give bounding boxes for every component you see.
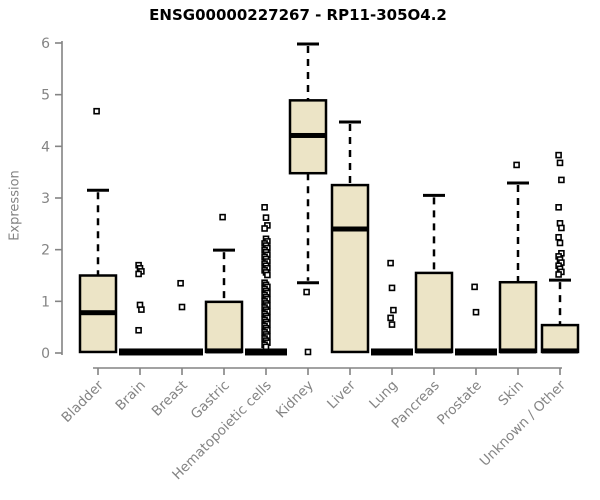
outlier-point — [471, 283, 478, 291]
outlier-point — [556, 239, 564, 247]
outlier-point — [138, 306, 145, 313]
median-line — [416, 348, 452, 354]
outlier-point — [261, 225, 268, 232]
outlier-point — [135, 326, 142, 334]
x-tick-label: Brain — [112, 378, 148, 414]
y-tick-label: 4 — [41, 139, 50, 155]
box-pancreas — [414, 271, 454, 354]
outlier-point — [387, 259, 394, 267]
chart-title: ENSG00000227267 - RP11-305O4.2 — [149, 6, 447, 24]
outlier-point — [135, 270, 142, 278]
median-line — [80, 310, 116, 316]
collapsed-box-hematopoietic-cells — [245, 348, 287, 356]
y-tick-label: 2 — [41, 243, 50, 259]
outlier-point — [264, 271, 271, 279]
y-tick-label: 1 — [41, 294, 50, 310]
outlier-point — [472, 308, 480, 316]
outlier-point — [261, 204, 268, 211]
collapsed-box-lung — [371, 348, 413, 356]
median-line — [290, 132, 326, 138]
outlier-point — [304, 348, 312, 356]
collapsed-box-breast — [161, 348, 203, 356]
x-tick-label: Liver — [324, 377, 359, 412]
x-tick-label: Lung — [366, 378, 401, 413]
outlier-point — [262, 214, 270, 221]
outlier-point — [555, 204, 562, 211]
y-tick-label: 0 — [41, 346, 50, 362]
median-line — [500, 348, 536, 354]
median-line — [206, 348, 242, 354]
outlier-point — [388, 321, 396, 328]
outlier-point — [262, 343, 270, 351]
outlier-point — [303, 288, 310, 296]
outlier-point — [555, 151, 562, 159]
outlier-point — [555, 271, 562, 278]
outlier-point — [93, 107, 100, 115]
outlier-point — [390, 306, 397, 314]
collapsed-box-prostate — [455, 348, 497, 356]
collapsed-box-brain — [119, 348, 161, 356]
outlier-point — [178, 303, 186, 311]
y-tick-label: 3 — [41, 191, 50, 207]
box-gastric — [204, 300, 244, 354]
x-tick-label: Prostate — [434, 378, 485, 429]
x-tick-label: Bladder — [59, 377, 108, 426]
outlier-point — [387, 314, 394, 322]
x-tick-label: Skin — [495, 378, 527, 410]
outlier-point — [558, 176, 565, 184]
outlier-point — [558, 224, 565, 232]
outlier-point — [177, 279, 184, 287]
median-line — [542, 348, 578, 354]
y-tick-label: 5 — [41, 88, 50, 104]
outlier-point — [219, 213, 226, 221]
outlier-point — [388, 284, 396, 292]
median-line — [332, 226, 368, 232]
y-tick-label: 6 — [41, 36, 50, 52]
box-liver — [330, 183, 370, 354]
outlier-point — [556, 159, 564, 167]
outlier-point — [555, 233, 562, 241]
box-skin — [498, 280, 538, 354]
box-unknown-other — [540, 323, 580, 354]
outlier-point — [513, 161, 520, 169]
x-tick-label: Breast — [149, 378, 191, 420]
x-tick-label: Kidney — [273, 378, 317, 422]
